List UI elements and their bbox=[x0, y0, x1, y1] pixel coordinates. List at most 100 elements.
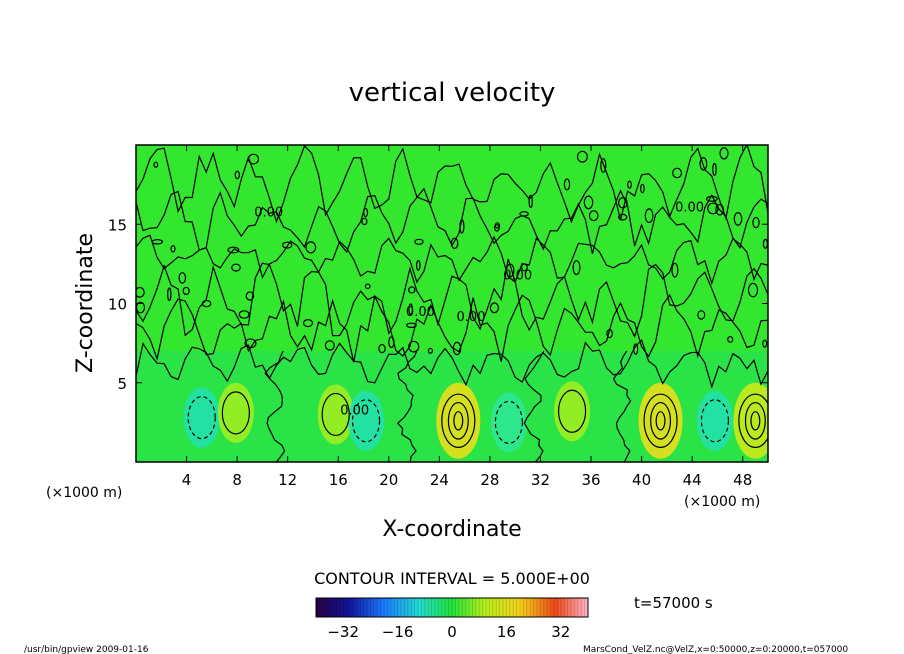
x-tick-label: 36 bbox=[581, 471, 600, 489]
small-contour bbox=[406, 322, 417, 328]
chart-title: vertical velocity bbox=[349, 78, 556, 108]
velocity-cell bbox=[348, 390, 385, 451]
zero-contour bbox=[136, 234, 768, 286]
time-label: t=57000 s bbox=[634, 594, 713, 612]
zero-contour-vertical bbox=[523, 350, 545, 462]
small-contour bbox=[182, 286, 190, 296]
z-tick-label: 15 bbox=[108, 216, 127, 234]
small-contour bbox=[727, 336, 734, 343]
x-tick-label: 24 bbox=[430, 471, 449, 489]
x-tick-label: 44 bbox=[683, 471, 702, 489]
cell-contour bbox=[187, 396, 216, 440]
x-tick-label: 28 bbox=[480, 471, 499, 489]
small-contour bbox=[153, 161, 159, 168]
small-contour bbox=[762, 339, 768, 348]
cell-contour bbox=[557, 389, 587, 433]
contour-label: 0.00 bbox=[503, 269, 532, 284]
small-contour bbox=[733, 211, 743, 226]
small-contour bbox=[378, 343, 386, 354]
small-contour bbox=[227, 246, 240, 254]
small-contour bbox=[247, 153, 260, 165]
velocity-cell bbox=[490, 392, 527, 453]
contour-interval-text: CONTOUR INTERVAL = 5.000E+00 bbox=[314, 569, 590, 588]
small-contour bbox=[302, 319, 314, 328]
contour-label-layer: 0.00 0.00 0.00 0.00 0.00 0.00 bbox=[254, 201, 704, 419]
colorbar-stripes bbox=[315, 598, 589, 617]
small-contour bbox=[528, 194, 533, 208]
small-contour bbox=[167, 287, 172, 302]
small-contour bbox=[583, 195, 594, 210]
x-tick-label: 20 bbox=[379, 471, 398, 489]
small-contour bbox=[600, 158, 607, 173]
zero-contour-vertical bbox=[264, 350, 286, 462]
small-contour bbox=[450, 237, 459, 249]
small-contour bbox=[494, 222, 500, 229]
small-contour bbox=[136, 286, 145, 298]
small-contour bbox=[505, 263, 515, 278]
small-contour bbox=[572, 260, 581, 276]
zero-contour bbox=[136, 258, 768, 338]
small-contour bbox=[606, 329, 613, 339]
cell-contour bbox=[321, 392, 350, 437]
small-contour bbox=[706, 195, 718, 202]
small-contour bbox=[747, 282, 759, 298]
contour-label: 0.00 bbox=[254, 205, 283, 220]
small-contour bbox=[238, 310, 250, 319]
zero-contour bbox=[136, 338, 768, 389]
z-tick-label: 5 bbox=[117, 375, 127, 393]
x-axis-title: X-coordinate bbox=[382, 517, 521, 542]
small-contour bbox=[719, 147, 729, 160]
small-contour bbox=[244, 338, 257, 349]
small-contour bbox=[672, 167, 683, 179]
small-contour bbox=[697, 310, 706, 320]
small-contour bbox=[201, 299, 212, 308]
small-contour bbox=[633, 343, 639, 355]
small-contour bbox=[576, 150, 588, 163]
small-contour bbox=[715, 203, 725, 216]
contour-label: 0.00 bbox=[457, 310, 486, 325]
small-contour bbox=[563, 178, 571, 191]
small-contour bbox=[427, 347, 433, 354]
colorbar-tick-label: 32 bbox=[551, 623, 570, 641]
small-contour bbox=[489, 302, 499, 314]
contour-label: 0.00 bbox=[340, 403, 369, 418]
cell-contour-inner bbox=[447, 401, 469, 440]
small-contour bbox=[178, 272, 187, 284]
small-contour bbox=[408, 303, 414, 315]
cell-contour-core bbox=[655, 411, 666, 431]
colorbar-tick-label: 0 bbox=[447, 623, 457, 641]
colorbar: −32 −16 0 16 32 bbox=[315, 597, 589, 641]
cell-contour-inner bbox=[650, 401, 672, 440]
z-units-label: (×1000 m) bbox=[46, 485, 122, 501]
y-axis-title: Z-coordinate bbox=[73, 233, 98, 373]
z-tick-label: 10 bbox=[108, 296, 127, 314]
x-units-label: (×1000 m) bbox=[684, 494, 760, 510]
small-contour bbox=[627, 180, 632, 189]
colorbar-frame bbox=[315, 597, 589, 618]
small-contour bbox=[364, 283, 371, 290]
colorbar-gradient bbox=[316, 598, 588, 617]
small-contour bbox=[752, 216, 760, 229]
small-contour bbox=[699, 157, 708, 171]
small-contour bbox=[519, 211, 529, 217]
small-contour bbox=[305, 241, 317, 254]
small-contour bbox=[707, 202, 719, 215]
cell-contour bbox=[700, 399, 730, 443]
small-contour bbox=[151, 239, 164, 245]
small-contour bbox=[459, 219, 465, 234]
zero-contour bbox=[136, 145, 768, 224]
small-contour bbox=[618, 197, 628, 209]
cell-contour-inner bbox=[744, 401, 766, 440]
colorbar-tick-label: −16 bbox=[382, 623, 414, 641]
small-contour bbox=[712, 162, 717, 176]
small-contour bbox=[324, 340, 335, 351]
contour-label: 0.00 bbox=[406, 305, 435, 320]
small-contour bbox=[170, 245, 176, 253]
small-contour bbox=[282, 241, 293, 249]
small-contour bbox=[671, 262, 679, 278]
velocity-cell bbox=[696, 390, 733, 451]
footer-right: MarsCond_VelZ.nc@VelZ,x=0:50000,z=0:2000… bbox=[583, 645, 848, 654]
z-axis: 5 10 15 bbox=[108, 216, 768, 393]
cell-contour bbox=[351, 399, 381, 443]
